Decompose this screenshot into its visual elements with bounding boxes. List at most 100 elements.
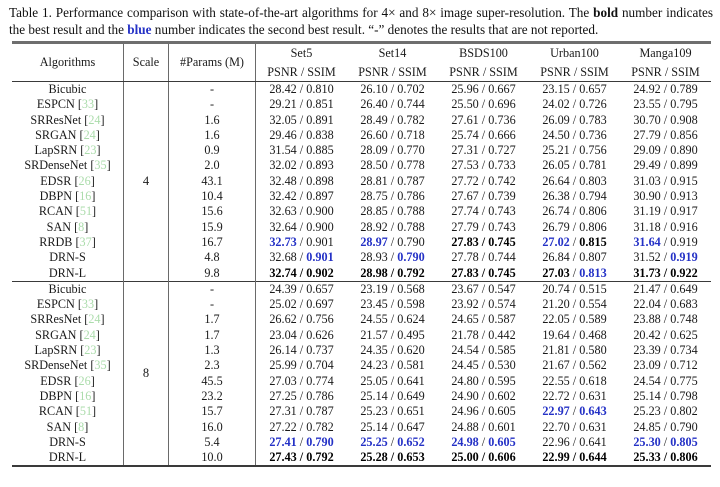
psnr-value: 30.90 <box>633 189 661 204</box>
metric-cell: 27.31 / 0.787 <box>256 404 348 419</box>
ssim-value: 0.783 <box>579 112 607 127</box>
ssim-value: 0.585 <box>488 343 516 358</box>
ssim-value: 0.580 <box>579 343 607 358</box>
value-separator: / <box>569 281 580 296</box>
psnr-value: 23.09 <box>633 358 661 373</box>
psnr-value: 27.31 <box>451 143 479 158</box>
psnr-value: 24.55 <box>360 312 388 327</box>
value-separator: / <box>296 419 307 434</box>
col-subheader-psnr-ssim: PSNR / SSIM <box>347 63 438 82</box>
citation-ref[interactable]: 24 <box>88 312 101 327</box>
metric-cell: 26.84 / 0.807 <box>529 250 620 265</box>
value-separator: / <box>478 434 489 449</box>
psnr-value: 24.88 <box>451 419 479 434</box>
psnr-value: 25.14 <box>633 388 661 403</box>
psnr-value: 21.20 <box>542 297 570 312</box>
table-row: EDSR [26] 43.1 32.48 / 0.898 28.81 / 0.787 2… <box>12 173 711 190</box>
ssim-value: 0.915 <box>670 173 698 188</box>
col-subheader-psnr-ssim: PSNR / SSIM <box>255 63 347 82</box>
citation-ref[interactable]: 8 <box>78 219 85 234</box>
citation-ref[interactable]: 16 <box>79 189 92 204</box>
metric-cell: 25.99 / 0.704 <box>256 358 348 373</box>
ssim-value: 0.745 <box>488 234 516 249</box>
value-separator: / <box>660 127 671 142</box>
metric-cell: 23.88 / 0.748 <box>620 312 711 327</box>
params-cell: 23.2 <box>168 388 256 405</box>
psnr-value: 21.78 <box>451 327 479 342</box>
citation-ref[interactable]: 8 <box>78 419 85 434</box>
citation-ref[interactable]: 26 <box>78 173 91 188</box>
metric-cell: 27.83 / 0.745 <box>438 266 529 282</box>
ssim-value: 0.643 <box>579 404 607 419</box>
algorithm-name: DBPN <box>39 189 73 204</box>
ssim-value: 0.890 <box>670 143 698 158</box>
ssim-value: 0.916 <box>670 219 698 234</box>
params-cell: - <box>168 97 256 113</box>
metric-cell: 26.10 / 0.702 <box>347 82 438 98</box>
algorithm-name: ESPCN <box>36 97 75 112</box>
value-separator: / <box>296 97 307 112</box>
metric-cell: 24.35 / 0.620 <box>347 343 438 358</box>
metric-cell: 25.74 / 0.666 <box>438 128 529 143</box>
params-cell: 9.8 <box>168 265 256 282</box>
psnr-value: 26.84 <box>542 250 570 265</box>
psnr-value: 26.09 <box>542 112 570 127</box>
ssim-value: 0.718 <box>397 127 425 142</box>
psnr-value: 27.53 <box>451 158 479 173</box>
ssim-value: 0.919 <box>670 250 698 265</box>
psnr-value: 23.04 <box>269 327 297 342</box>
psnr-value: 27.41 <box>269 434 297 449</box>
algorithm-name: SAN <box>46 419 72 434</box>
psnr-value: 24.54 <box>633 373 661 388</box>
ssim-value: 0.589 <box>579 312 607 327</box>
citation-ref[interactable]: 35 <box>94 158 107 173</box>
citation-bracket: ] <box>84 219 89 234</box>
citation-ref[interactable]: 24 <box>88 112 101 127</box>
value-separator: / <box>569 250 580 265</box>
metric-cell: 26.09 / 0.783 <box>529 113 620 128</box>
citation-ref[interactable]: 16 <box>79 388 92 403</box>
value-separator: / <box>387 327 398 342</box>
citation-ref[interactable]: 35 <box>94 358 107 373</box>
ssim-value: 0.620 <box>397 343 425 358</box>
metric-cell: 22.97 / 0.643 <box>529 404 620 419</box>
citation-ref[interactable]: 24 <box>83 327 96 342</box>
value-separator: / <box>296 327 307 342</box>
psnr-value: 25.33 <box>633 450 661 465</box>
psnr-value: 30.70 <box>633 112 661 127</box>
citation-ref[interactable]: 23 <box>84 343 97 358</box>
citation-ref[interactable]: 33 <box>81 97 95 112</box>
citation-ref[interactable]: 23 <box>84 143 97 158</box>
algorithm-name: DRN-S <box>49 250 86 265</box>
citation-bracket: [ <box>75 189 80 204</box>
citation-ref[interactable]: 37 <box>79 234 92 249</box>
psnr-value: 24.02 <box>542 97 570 112</box>
value-separator: / <box>569 327 580 342</box>
citation-bracket: [ <box>75 234 80 249</box>
metric-cell: 21.67 / 0.562 <box>529 358 620 373</box>
ssim-value: 0.468 <box>579 327 607 342</box>
ssim-value: 0.653 <box>397 450 425 465</box>
metric-cell: 32.64 / 0.900 <box>256 220 348 235</box>
ssim-value: 0.727 <box>488 143 516 158</box>
metric-cell: 27.79 / 0.856 <box>620 128 711 143</box>
citation-ref[interactable]: 33 <box>81 297 95 312</box>
params-cell: 1.3 <box>168 343 256 359</box>
psnr-value: 25.05 <box>360 373 388 388</box>
metric-cell: 26.40 / 0.744 <box>347 97 438 112</box>
citation-ref[interactable]: 24 <box>83 127 96 142</box>
value-separator: / <box>660 204 671 219</box>
metric-cell: 24.80 / 0.595 <box>438 374 529 389</box>
citation-ref[interactable]: 51 <box>79 404 93 419</box>
metric-cell: 22.70 / 0.631 <box>529 420 620 435</box>
metric-cell: 26.79 / 0.806 <box>529 220 620 235</box>
params-cell: 10.0 <box>168 450 256 467</box>
ssim-value: 0.807 <box>579 250 607 265</box>
metric-cell: 25.14 / 0.798 <box>620 389 711 404</box>
psnr-value: 25.14 <box>360 419 388 434</box>
citation-ref[interactable]: 51 <box>79 204 93 219</box>
params-cell: 1.6 <box>168 112 256 128</box>
ssim-value: 0.790 <box>397 234 425 249</box>
psnr-value: 24.39 <box>269 281 297 296</box>
citation-ref[interactable]: 26 <box>78 373 91 388</box>
